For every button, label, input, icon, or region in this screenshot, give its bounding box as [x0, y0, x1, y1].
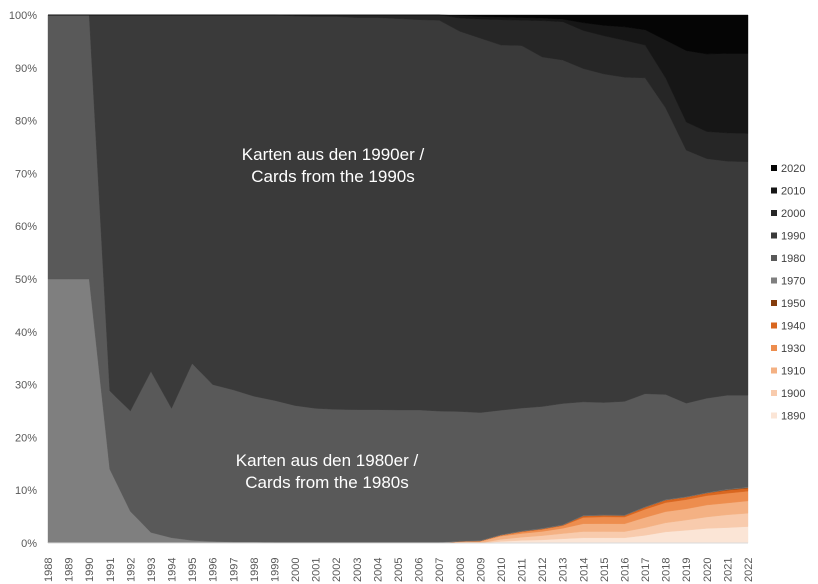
x-tick-label: 2005: [393, 558, 405, 582]
x-tick-label: 2011: [517, 558, 529, 582]
x-tick-label: 1994: [167, 558, 179, 582]
x-tick-label: 1999: [269, 558, 281, 582]
x-tick-label: 1991: [105, 558, 117, 582]
y-tick-label: 90%: [15, 63, 37, 75]
legend-label-1890: 1890: [781, 411, 805, 423]
annotations: Karten aus den 1990er / Cards from the 19…: [236, 145, 425, 492]
y-tick-label: 100%: [9, 10, 37, 22]
y-tick-label: 70%: [15, 168, 37, 180]
annotation-text: Cards from the 1980s: [245, 473, 408, 492]
x-tick-label: 2017: [640, 558, 652, 582]
x-tick-label: 2001: [311, 558, 323, 582]
y-tick-label: 60%: [15, 221, 37, 233]
legend-swatch-1990: [771, 232, 777, 239]
x-tick-label: 2004: [372, 558, 384, 582]
legend-label-1970: 1970: [781, 276, 805, 288]
legend-label-2000: 2000: [781, 208, 805, 220]
legend-label-1900: 1900: [781, 388, 805, 400]
x-tick-label: 2014: [578, 558, 590, 582]
x-tick-label: 2000: [290, 558, 302, 582]
legend-swatch-1950: [771, 300, 777, 306]
x-tick-label: 2020: [702, 558, 714, 582]
legend-label-1980: 1980: [781, 253, 805, 265]
x-tick-label: 1992: [125, 558, 137, 582]
x-tick-label: 1988: [43, 558, 55, 582]
legend-swatch-1970: [771, 277, 777, 284]
y-tick-label: 0%: [21, 538, 37, 550]
areas-group: [47, 14, 749, 544]
x-tick-label: 2015: [599, 558, 611, 582]
x-tick-label: 2022: [743, 558, 755, 582]
legend-swatch-1900: [771, 390, 777, 396]
legend-swatch-1940: [771, 322, 777, 329]
x-tick-label: 2008: [455, 558, 467, 582]
x-tick-label: 2016: [619, 558, 631, 582]
y-tick-label: 30%: [15, 380, 37, 392]
x-tick-label: 2019: [681, 558, 693, 582]
annotation-text: Cards from the 1990s: [251, 167, 414, 186]
annotation-text: Karten aus den 1980er /: [236, 451, 419, 470]
x-tick-label: 1989: [64, 558, 76, 582]
y-tick-label: 80%: [15, 116, 37, 128]
x-tick-label: 2010: [496, 558, 508, 582]
x-tick-label: 1995: [187, 558, 199, 582]
y-axis: 0% 10% 20% 30% 40% 50% 60% 70% 80% 90% 100%: [9, 10, 37, 550]
legend-label-1940: 1940: [781, 321, 805, 333]
x-tick-label: 1993: [146, 558, 158, 582]
x-tick-label: 2002: [331, 558, 343, 582]
legend-label-1910: 1910: [781, 366, 805, 378]
x-tick-label: 2009: [475, 558, 487, 582]
legend-label-1990: 1990: [781, 231, 805, 243]
x-tick-label: 2013: [558, 558, 570, 582]
legend-swatch-2020: [771, 165, 777, 171]
y-tick-label: 10%: [15, 485, 37, 497]
x-tick-label: 2003: [352, 558, 364, 582]
x-axis: 1988 1989 1990 1991 1992 1993 1994 1995 1996 1997…: [43, 542, 755, 582]
x-tick-label: 1996: [208, 558, 220, 582]
x-tick-label: 1997: [228, 558, 240, 582]
legend-label-1930: 1930: [781, 343, 805, 355]
annotation-text: Karten aus den 1990er /: [242, 145, 425, 164]
x-tick-label: 2006: [414, 558, 426, 582]
legend-swatch-1930: [771, 345, 777, 351]
legend-swatch-1890: [771, 412, 777, 419]
x-tick-label: 2021: [722, 558, 734, 582]
legend-label-2020: 2020: [781, 163, 805, 175]
y-tick-label: 20%: [15, 432, 37, 444]
area-series-2020: [48, 14, 749, 55]
x-tick-label: 2012: [537, 558, 549, 582]
y-tick-label: 50%: [15, 274, 37, 286]
x-tick-label: 1998: [249, 558, 261, 582]
legend-label-1950: 1950: [781, 298, 805, 310]
legend-label-2010: 2010: [781, 186, 805, 198]
x-tick-label: 2007: [434, 558, 446, 582]
x-tick-label: 2018: [661, 558, 673, 582]
y-tick-label: 40%: [15, 327, 37, 339]
legend-swatch-1910: [771, 367, 777, 374]
legend: 2020 2010 2000 1990 1980 1970 1950 1940 1930 1910…: [771, 163, 805, 423]
x-tick-label: 1990: [84, 558, 96, 582]
legend-swatch-1980: [771, 255, 777, 261]
legend-swatch-2010: [771, 187, 777, 194]
legend-swatch-2000: [771, 210, 777, 216]
